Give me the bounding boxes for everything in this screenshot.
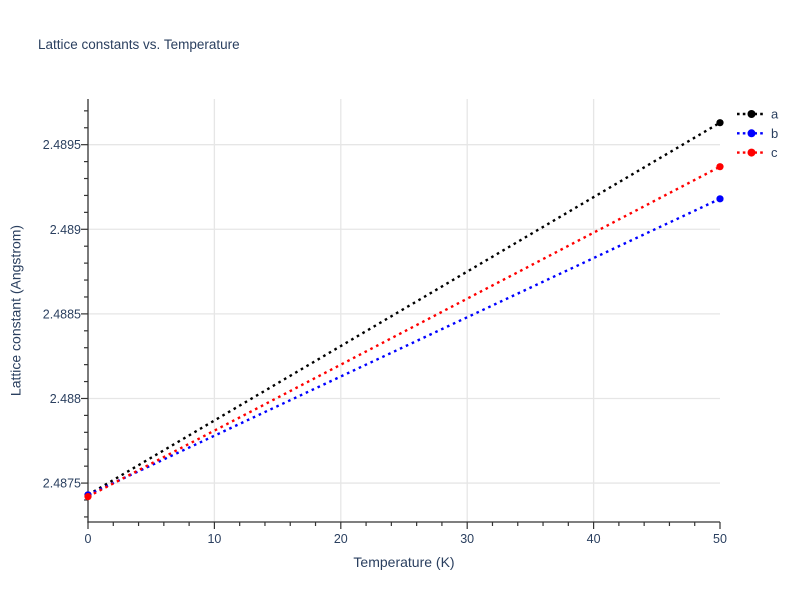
legend-label-c: c xyxy=(771,145,778,160)
y-tick-label-2.488: 2.488 xyxy=(50,392,81,406)
series-line-b xyxy=(87,197,721,497)
series-marker-b xyxy=(716,195,724,203)
legend-marker-a xyxy=(747,110,756,118)
legend-marker-b xyxy=(747,129,756,138)
x-tick-label-0: 0 xyxy=(85,532,92,546)
x-tick-label-50: 50 xyxy=(713,532,727,546)
series-line-a xyxy=(87,121,721,496)
x-tick-label-20: 20 xyxy=(334,532,348,546)
series-line-c xyxy=(87,165,721,498)
x-tick-label-30: 30 xyxy=(460,532,474,546)
y-axis-label: Lattice constant (Angstrom) xyxy=(7,224,24,397)
x-axis-label: Temperature (K) xyxy=(353,554,455,570)
y-tick-label-2.489: 2.489 xyxy=(50,223,81,237)
legend-label-a: a xyxy=(771,107,779,122)
chart-title: Lattice constants vs. Temperature xyxy=(38,37,240,52)
x-tick-label-40: 40 xyxy=(587,532,601,546)
y-tick-label-2.4895: 2.4895 xyxy=(43,138,81,152)
series-marker-c xyxy=(84,493,92,501)
y-tick-label-2.4885: 2.4885 xyxy=(43,307,81,321)
y-tick-label-2.4875: 2.4875 xyxy=(43,477,81,491)
series-marker-a xyxy=(716,119,724,127)
x-tick-label-10: 10 xyxy=(207,532,221,546)
legend-label-b: b xyxy=(771,126,778,141)
legend-marker-c xyxy=(747,148,756,157)
series-marker-c xyxy=(716,163,724,171)
